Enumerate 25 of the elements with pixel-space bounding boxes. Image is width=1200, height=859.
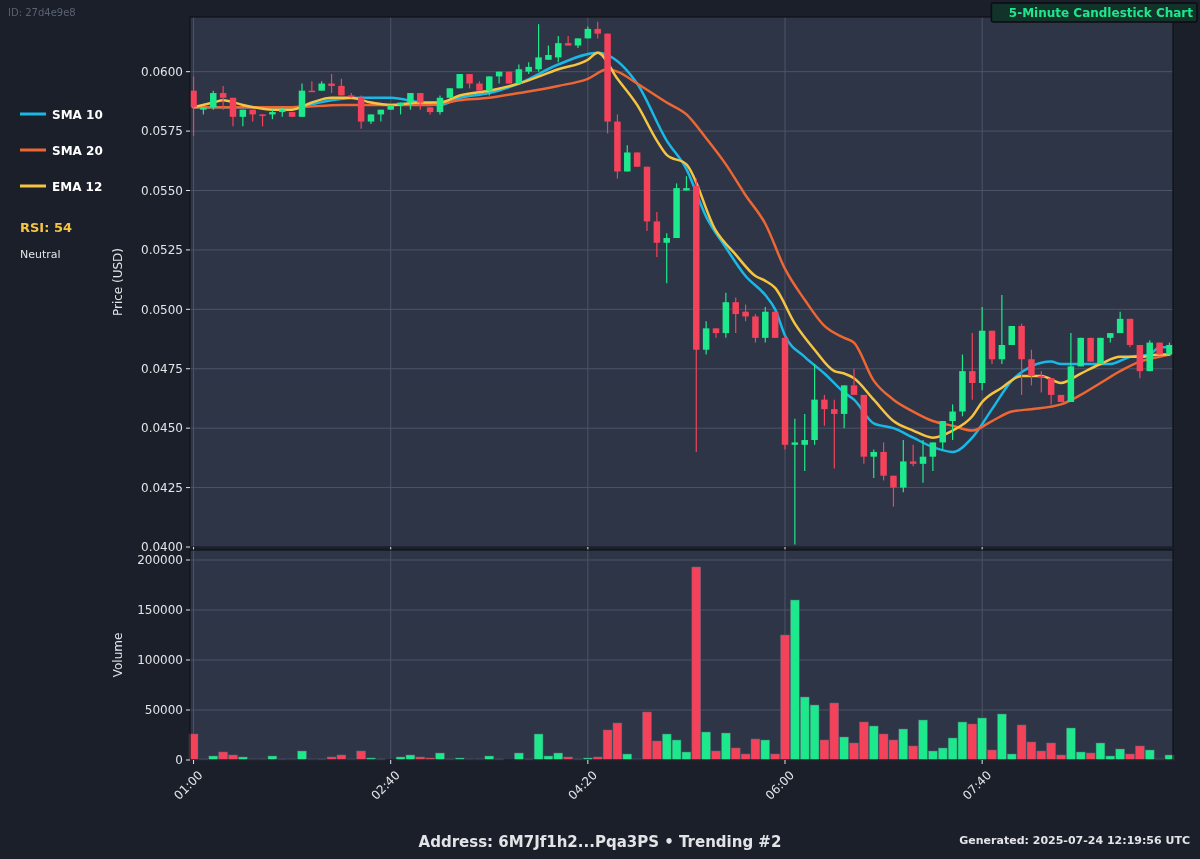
y-tick-label: 0.0425: [141, 480, 183, 495]
y-axis-title: Volume: [111, 632, 125, 678]
y-tick-label: 0.0525: [141, 243, 183, 258]
y-tick-label: 0.0475: [141, 361, 183, 376]
text: ID: 27d4e9e8: [8, 7, 76, 18]
chart-title: 5-Minute Candlestick Chart: [1008, 6, 1194, 20]
text: Address: 6M7Jf1h2...Pqa3PS • Trending #2: [418, 833, 782, 851]
y-tick-label: 0.0600: [141, 64, 183, 79]
y-axis-title: Price (USD): [111, 247, 125, 317]
legend-label: EMA 12: [52, 180, 103, 194]
y-tick-label: 150000: [137, 603, 183, 618]
y-tick-label: 100000: [137, 653, 183, 668]
y-tick-label: 0.0550: [141, 183, 183, 198]
text: Generated: 2025-07-24 12:19:56 UTC: [959, 834, 1190, 847]
y-tick-label: 200000: [137, 553, 183, 568]
legend-label: SMA 10: [52, 108, 103, 122]
y-tick-label: 0.0450: [141, 421, 183, 436]
text: Neutral: [20, 248, 61, 261]
y-tick-label: 0.0500: [141, 302, 183, 317]
y-tick-label: 50000: [144, 703, 183, 718]
legend-label: SMA 20: [52, 144, 103, 158]
text: RSI: 54: [20, 220, 73, 235]
y-tick-label: 0: [175, 753, 183, 768]
y-tick-label: 0.0575: [141, 124, 183, 139]
y-tick-label: 0.0400: [141, 540, 183, 555]
